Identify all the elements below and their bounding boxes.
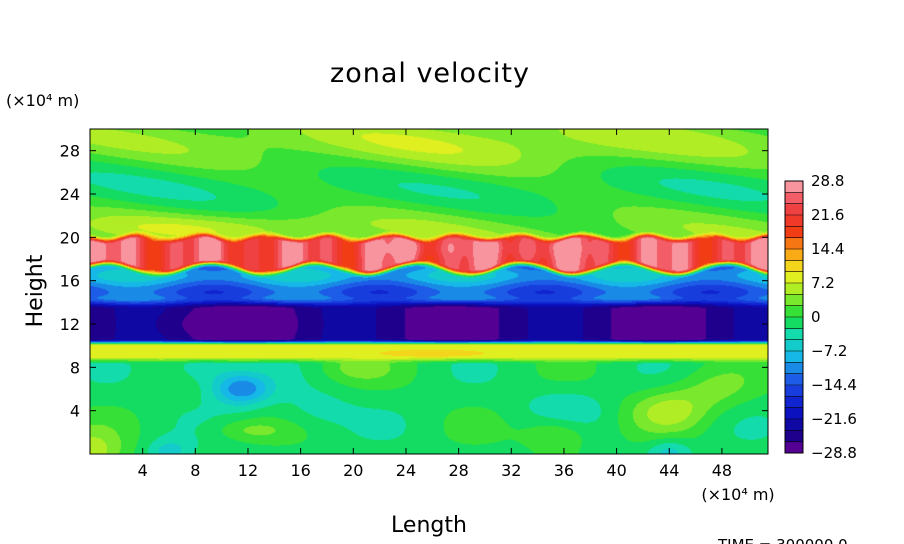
colorbar-swatch	[785, 385, 803, 397]
y-tick-label: 28	[60, 142, 80, 161]
colorbar-tick-label: 14.4	[811, 240, 844, 258]
colorbar-swatch	[785, 181, 803, 193]
colorbar: 28.8 21.6 14.4 7.2 0 −7.2 −14.4 −21.6 −28.8	[784, 172, 857, 462]
colorbar-swatch	[785, 249, 803, 261]
colorbar-swatch	[785, 294, 803, 307]
velocity-field	[90, 129, 768, 454]
y-tick-label: 16	[60, 272, 80, 291]
colorbar-tick-label: −7.2	[811, 342, 847, 360]
x-tick-label: 16	[290, 461, 310, 480]
x-tick-label: 32	[501, 461, 521, 480]
y-axis-label: Height	[23, 254, 48, 327]
colorbar-swatch	[785, 328, 803, 341]
plot-area	[89, 128, 769, 455]
x-tick-label: 24	[396, 461, 416, 480]
colorbar-swatch	[785, 317, 803, 329]
x-tick-label: 12	[238, 461, 258, 480]
x-tick-label: 4	[138, 461, 148, 480]
y-axis-ticks: 4 8 12 16 20 24 28	[60, 142, 768, 421]
colorbar-swatch	[785, 441, 803, 454]
y-tick-label: 24	[60, 185, 80, 204]
colorbar-tick-label: −21.6	[811, 410, 857, 428]
plot-frame	[89, 128, 769, 455]
colorbar-swatch	[785, 215, 803, 227]
colorbar-swatch	[785, 283, 803, 295]
y-unit-label: (×10⁴ m)	[6, 91, 79, 110]
colorbar-frame	[784, 180, 804, 454]
colorbar-swatch	[785, 260, 803, 273]
colorbar-tick-label: −28.8	[811, 444, 857, 462]
x-tick-label: 8	[190, 461, 200, 480]
x-tick-label: 36	[554, 461, 574, 480]
y-tick-label: 20	[60, 228, 80, 247]
y-tick-label: 12	[60, 315, 80, 334]
colorbar-swatch	[785, 271, 803, 284]
y-tick-label: 4	[70, 402, 80, 421]
x-tick-label: 44	[659, 461, 679, 480]
x-tick-label: 48	[712, 461, 732, 480]
x-tick-label: 28	[448, 461, 468, 480]
colorbar-swatch	[785, 203, 803, 216]
x-axis-label: Length	[391, 513, 467, 538]
colorbar-swatch	[785, 419, 803, 431]
colorbar-tick-label: 21.6	[811, 206, 844, 224]
y-tick-label: 8	[70, 358, 80, 377]
colorbar-swatch	[785, 351, 803, 363]
x-tick-label: 40	[606, 461, 626, 480]
chart-title: zonal velocity	[330, 58, 530, 89]
colorbar-tick-label: −14.4	[811, 376, 857, 394]
x-unit-label: (×10⁴ m)	[701, 485, 774, 504]
colorbar-swatch	[785, 305, 803, 318]
x-axis-ticks: 4 8 12 16 20 24 28 32 36 40 44 48	[138, 129, 732, 480]
colorbar-tick-label: 28.8	[811, 172, 844, 190]
colorbar-swatch	[785, 430, 803, 443]
colorbar-swatch	[785, 396, 803, 409]
colorbar-swatch	[785, 237, 803, 250]
x-tick-label: 20	[343, 461, 363, 480]
colorbar-swatch	[785, 373, 803, 386]
colorbar-swatch	[785, 362, 803, 375]
time-annotation: TIME = 300000.0	[717, 536, 848, 544]
colorbar-tick-label: 0	[811, 308, 821, 326]
colorbar-swatch	[785, 407, 803, 420]
colorbar-swatch	[785, 192, 803, 205]
colorbar-swatch	[785, 339, 803, 352]
colorbar-swatch	[785, 226, 803, 239]
colorbar-tick-label: 7.2	[811, 274, 835, 292]
